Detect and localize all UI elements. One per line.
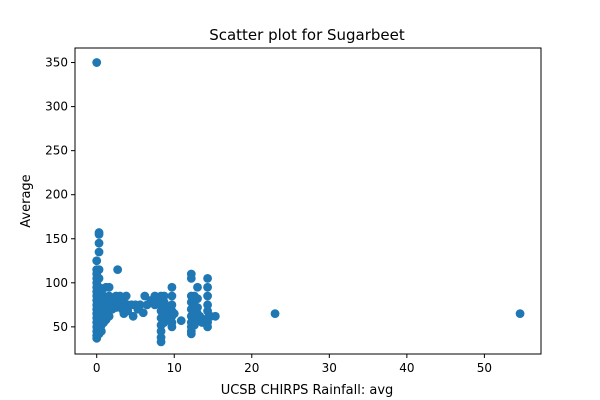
data-point bbox=[203, 300, 212, 310]
data-point bbox=[203, 274, 212, 283]
data-point bbox=[193, 294, 202, 304]
ticks-layer: 0 10 20 30 40 50 50 100 150 200 250 300 350 bbox=[45, 56, 492, 375]
data-point bbox=[169, 309, 179, 319]
data-point bbox=[210, 311, 220, 321]
points-layer bbox=[92, 58, 525, 347]
data-point bbox=[167, 300, 177, 310]
data-point bbox=[156, 326, 166, 336]
data-point bbox=[138, 308, 148, 318]
data-point bbox=[94, 238, 104, 248]
data-point bbox=[203, 322, 212, 332]
y-tick-label: 300 bbox=[45, 100, 68, 114]
data-point bbox=[176, 316, 186, 326]
x-tick-label: 50 bbox=[477, 361, 492, 375]
data-point bbox=[203, 291, 212, 301]
data-point bbox=[92, 256, 102, 266]
data-point bbox=[167, 282, 177, 292]
x-tick-label: 0 bbox=[93, 361, 101, 375]
y-tick-label: 50 bbox=[53, 320, 68, 334]
chart-title: Scatter plot for Sugarbeet bbox=[209, 26, 405, 44]
data-point bbox=[270, 309, 280, 319]
data-point bbox=[156, 337, 166, 347]
data-point bbox=[203, 282, 212, 292]
data-point bbox=[135, 300, 145, 310]
data-point bbox=[128, 311, 138, 321]
data-point bbox=[193, 282, 202, 292]
data-point bbox=[186, 329, 196, 339]
data-point bbox=[515, 309, 525, 319]
data-point bbox=[96, 326, 106, 336]
y-axis-label: Average bbox=[19, 174, 34, 227]
data-point bbox=[94, 274, 104, 283]
data-point bbox=[92, 58, 102, 67]
y-tick-label: 200 bbox=[45, 188, 68, 202]
y-tick-label: 150 bbox=[45, 232, 68, 246]
data-point bbox=[94, 247, 104, 257]
data-point bbox=[104, 282, 114, 292]
data-point bbox=[186, 274, 196, 283]
data-point bbox=[113, 265, 123, 274]
data-point bbox=[94, 229, 104, 239]
y-tick-label: 250 bbox=[45, 144, 68, 158]
data-point bbox=[159, 291, 169, 301]
x-axis-label: UCSB CHIRPS Rainfall: avg bbox=[221, 383, 394, 398]
data-point bbox=[140, 291, 150, 301]
plot-frame bbox=[74, 47, 542, 355]
x-tick-label: 40 bbox=[399, 361, 414, 375]
x-tick-label: 10 bbox=[167, 361, 182, 375]
x-tick-label: 20 bbox=[244, 361, 259, 375]
data-point bbox=[167, 322, 177, 332]
data-point bbox=[121, 291, 131, 301]
x-tick-label: 30 bbox=[322, 361, 337, 375]
data-point bbox=[167, 291, 177, 301]
y-tick-label: 350 bbox=[45, 56, 68, 70]
data-point bbox=[193, 303, 202, 312]
data-point bbox=[104, 311, 114, 321]
y-tick-label: 100 bbox=[45, 276, 68, 290]
